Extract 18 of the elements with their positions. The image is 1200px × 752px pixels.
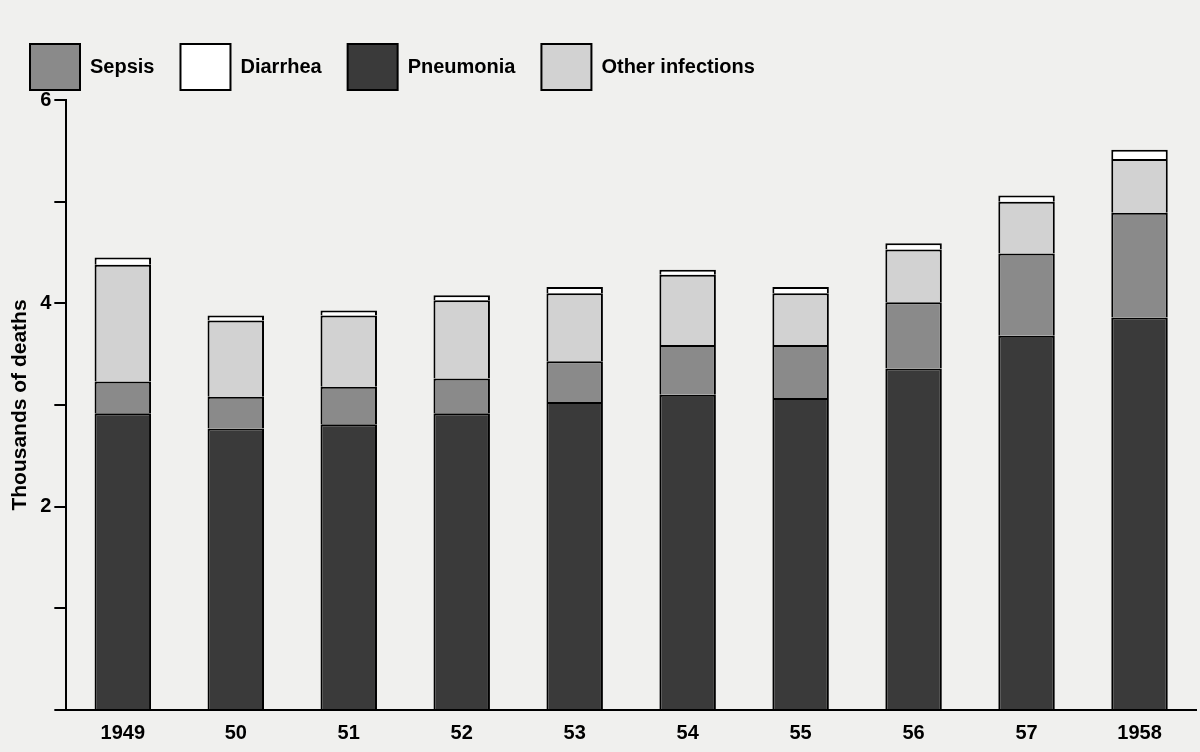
y-tick-label: 2 <box>40 494 52 517</box>
x-tick-label: 54 <box>676 720 700 743</box>
x-tick-label: 52 <box>450 720 473 743</box>
x-tick-label: 50 <box>224 720 247 743</box>
x-tick-label: 1958 <box>1117 720 1162 743</box>
legend-label: Other infections <box>601 54 755 77</box>
legend-label: Pneumonia <box>407 54 517 77</box>
legend-label: Sepsis <box>90 54 155 77</box>
x-tick-label: 53 <box>563 720 586 743</box>
y-tick-label: 4 <box>40 290 53 313</box>
y-tick-label: 6 <box>40 87 52 110</box>
legend-label: Diarrhea <box>240 54 323 77</box>
x-tick-label: 55 <box>789 720 812 743</box>
x-tick-label: 51 <box>337 720 360 743</box>
x-tick-label: 57 <box>1015 720 1038 743</box>
x-tick-label: 1949 <box>100 720 146 743</box>
x-tick-label: 56 <box>902 720 925 743</box>
y-axis-title: Thousands of deaths <box>7 299 31 511</box>
